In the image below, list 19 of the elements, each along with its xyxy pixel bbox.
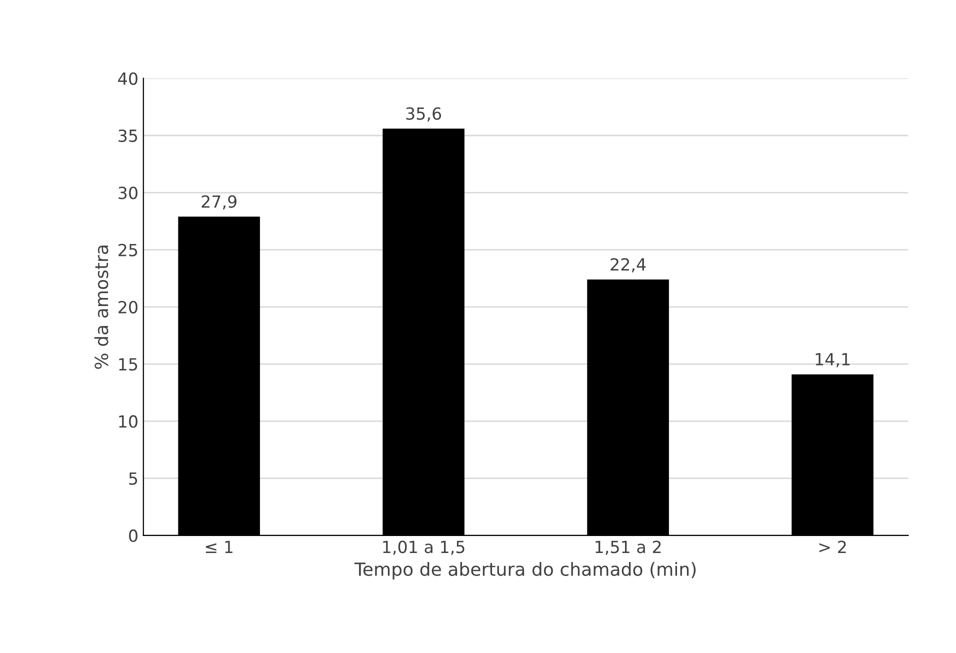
y-tick-label: 30 bbox=[118, 186, 138, 200]
y-tick-label: 0 bbox=[129, 529, 138, 542]
y-axis-title: % da amostra bbox=[94, 246, 108, 369]
y-tick-label: 5 bbox=[129, 472, 138, 485]
y-tick-label: 10 bbox=[119, 415, 138, 428]
y-tick-label: 25 bbox=[118, 244, 138, 256]
x-tick-label: 1,01 a 1,5 bbox=[383, 540, 464, 555]
y-tick-label: 15 bbox=[119, 358, 138, 371]
data-label: 22,4 bbox=[610, 258, 646, 272]
x-tick-label: 1,51 a 2 bbox=[596, 540, 661, 555]
data-label: 14,1 bbox=[816, 353, 850, 368]
data-label: 27,9 bbox=[202, 195, 236, 210]
x-tick-label: ≤ 1 bbox=[206, 540, 232, 553]
y-tick-label: 40 bbox=[118, 72, 138, 85]
x-axis-title: Tempo de abertura do chamado (min) bbox=[354, 562, 696, 580]
y-tick-label: 35 bbox=[118, 129, 138, 142]
y-tick-label: 20 bbox=[118, 300, 138, 314]
data-label: 35,6 bbox=[406, 107, 442, 122]
x-tick-label: > 2 bbox=[819, 540, 846, 553]
